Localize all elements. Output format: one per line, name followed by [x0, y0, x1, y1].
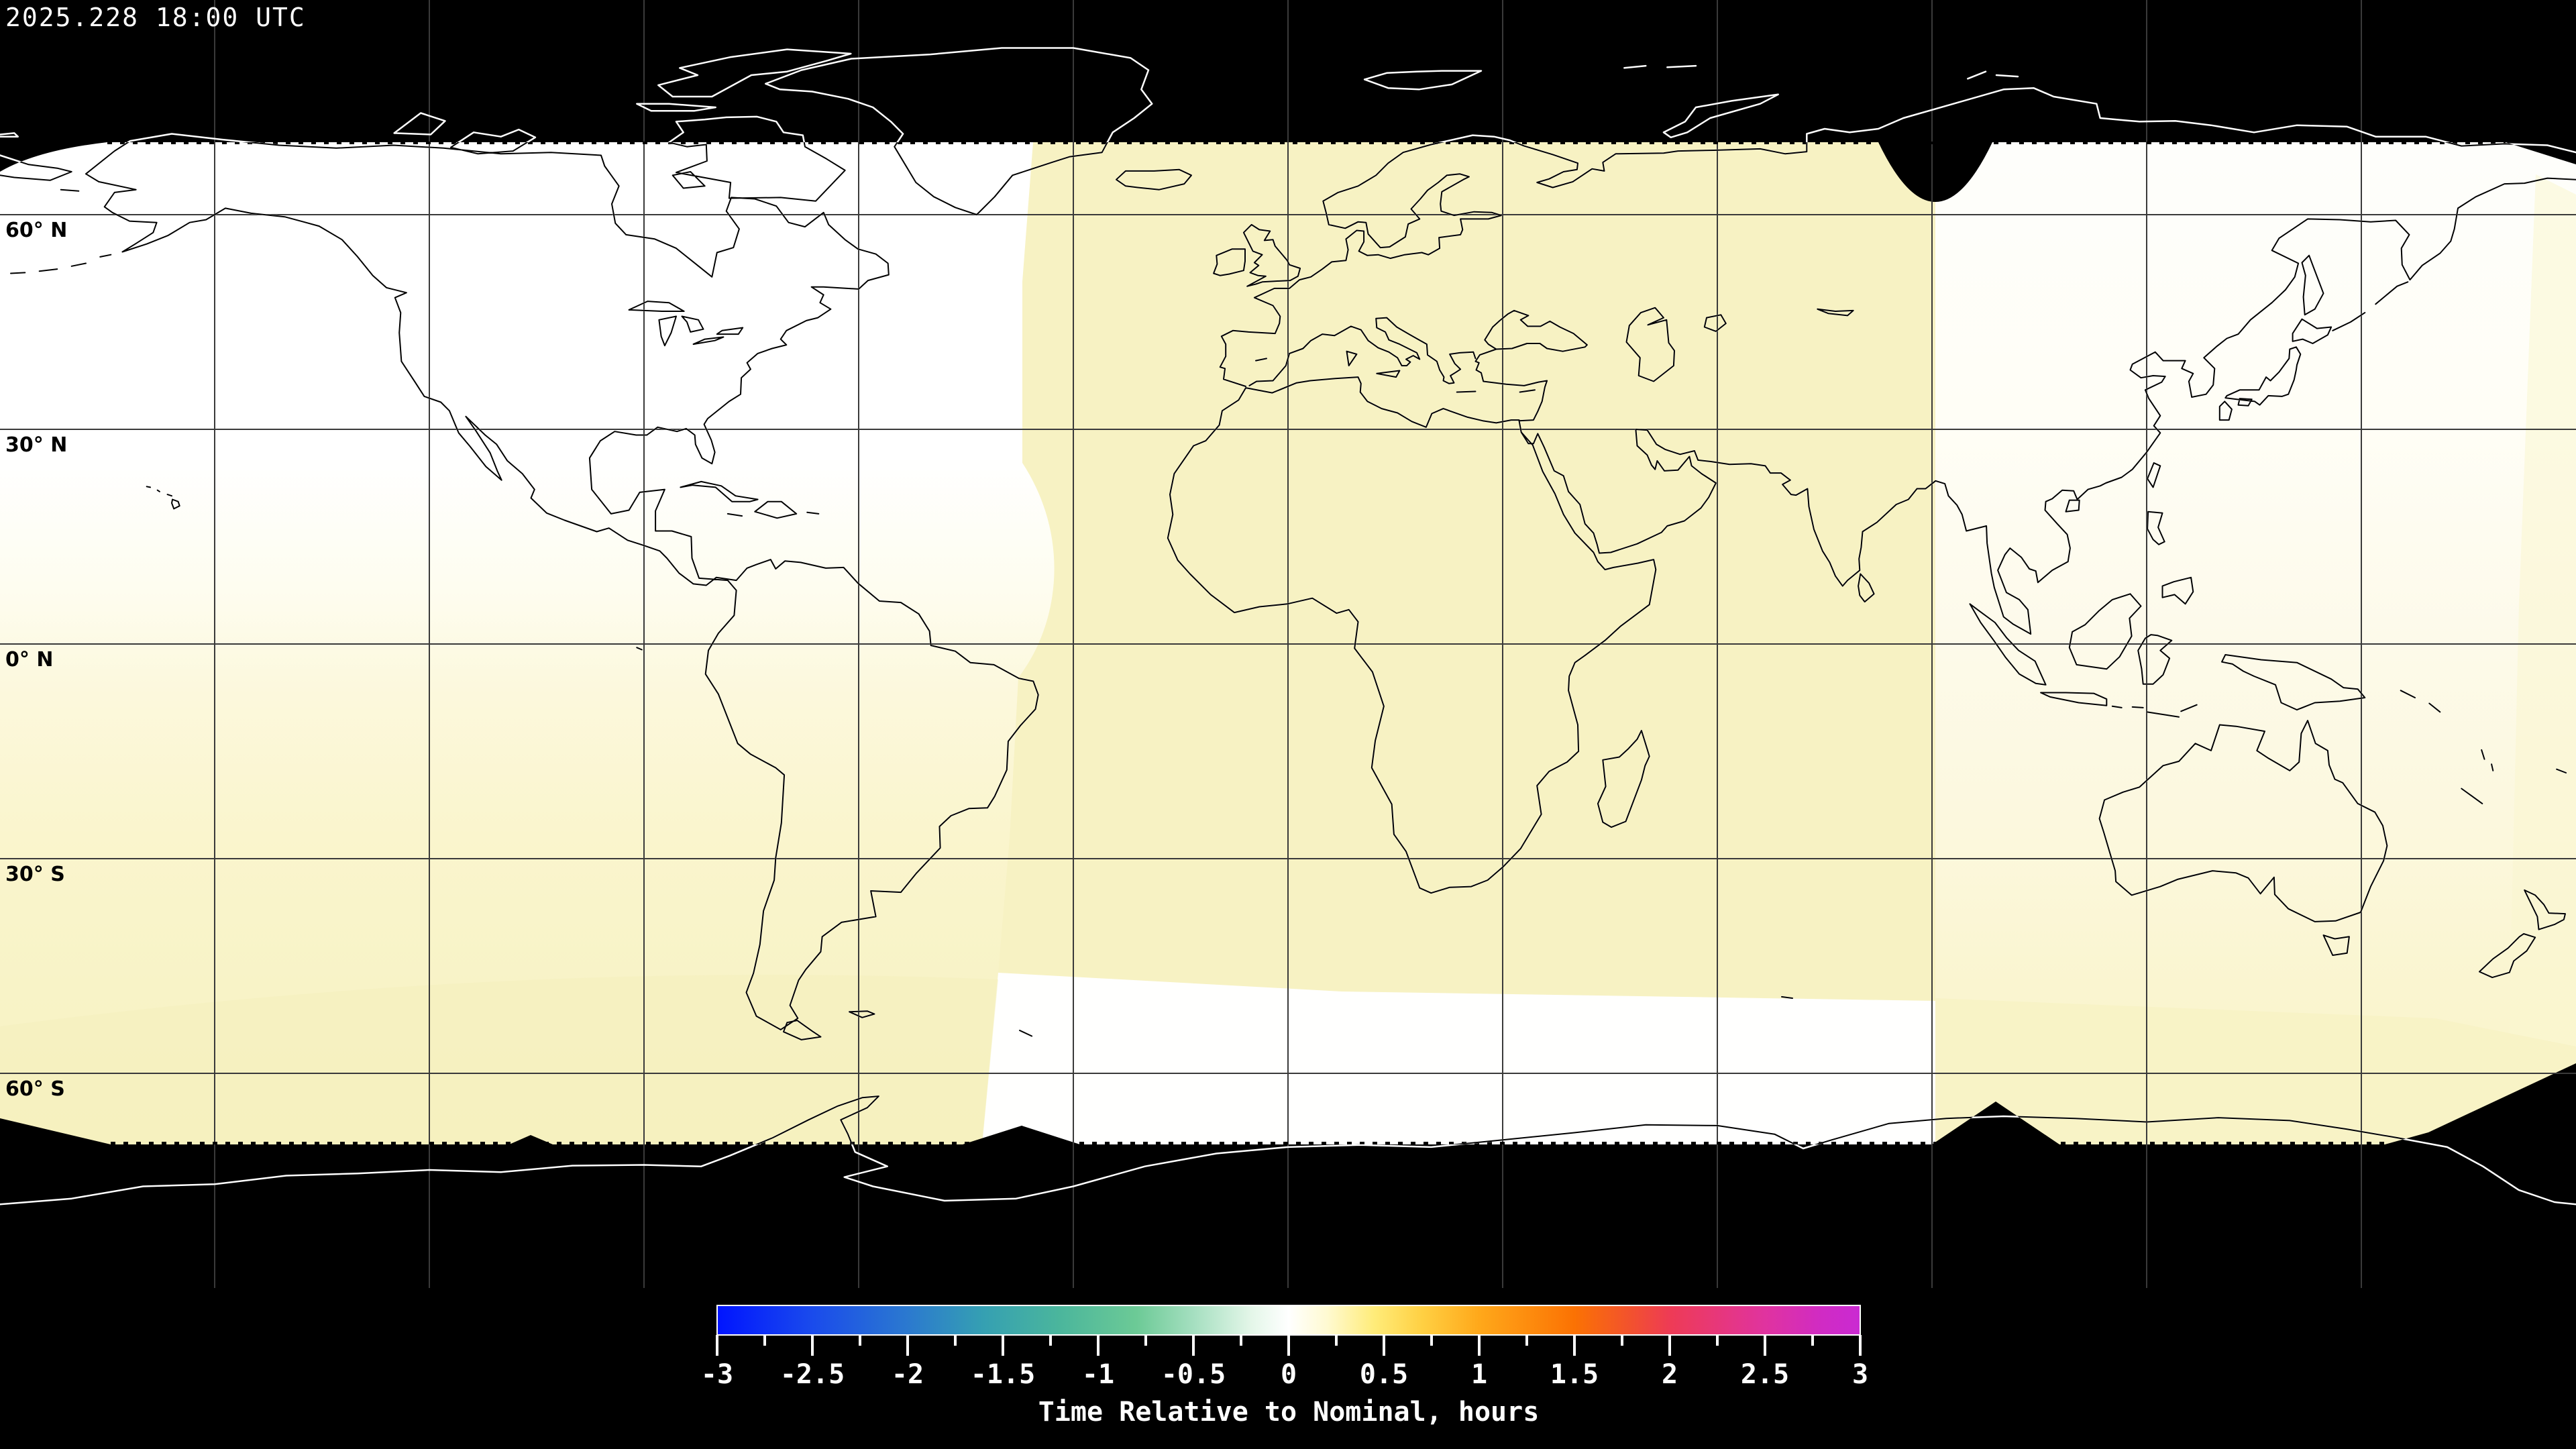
lat-label-30n: 30° N: [5, 433, 68, 457]
colorbar-gradient: [716, 1305, 1861, 1336]
colorbar-tick-label: -0.5: [1161, 1359, 1226, 1390]
colorbar-tick-label: 1: [1470, 1359, 1488, 1390]
colorbar-tick-label: 0: [1280, 1359, 1297, 1390]
colorbar-tick-label: -2.5: [780, 1359, 845, 1390]
lat-label-60s: 60° S: [5, 1077, 65, 1101]
timestamp: 2025.228 18:00 UTC: [5, 3, 306, 32]
coastlines-black: [0, 142, 2576, 1144]
colorbar-tick-label: 3: [1851, 1359, 1869, 1390]
sector-center-yellow-fill: [998, 101, 1935, 1001]
colorbar-tick-label: -3: [700, 1359, 734, 1390]
lat-label-30s: 30° S: [5, 863, 65, 886]
gridlines: [0, 0, 2576, 1288]
colorbar-tick-label: 2: [1661, 1359, 1678, 1390]
colorbar-tick-label: -1.5: [970, 1359, 1036, 1390]
colorbar: [716, 1305, 1862, 1356]
coverage-edge-sawtooth: [107, 142, 2506, 1144]
colorbar-title: Time Relative to Nominal, hours: [1038, 1397, 1540, 1428]
colorbar-tick-label: 0.5: [1359, 1359, 1409, 1390]
colorbar-tick-label: -1: [1081, 1359, 1115, 1390]
lat-label-60n: 60° N: [5, 219, 68, 242]
sector-farright-yellow-overlay: [2509, 174, 2576, 1046]
lat-label-0n: 0° N: [5, 648, 54, 672]
colorbar-tick-label: 1.5: [1550, 1359, 1599, 1390]
colorbar-tick-label: -2: [891, 1359, 924, 1390]
colorbar-tick-label: 2.5: [1740, 1359, 1790, 1390]
colorbar-ticks: [716, 1335, 1862, 1356]
